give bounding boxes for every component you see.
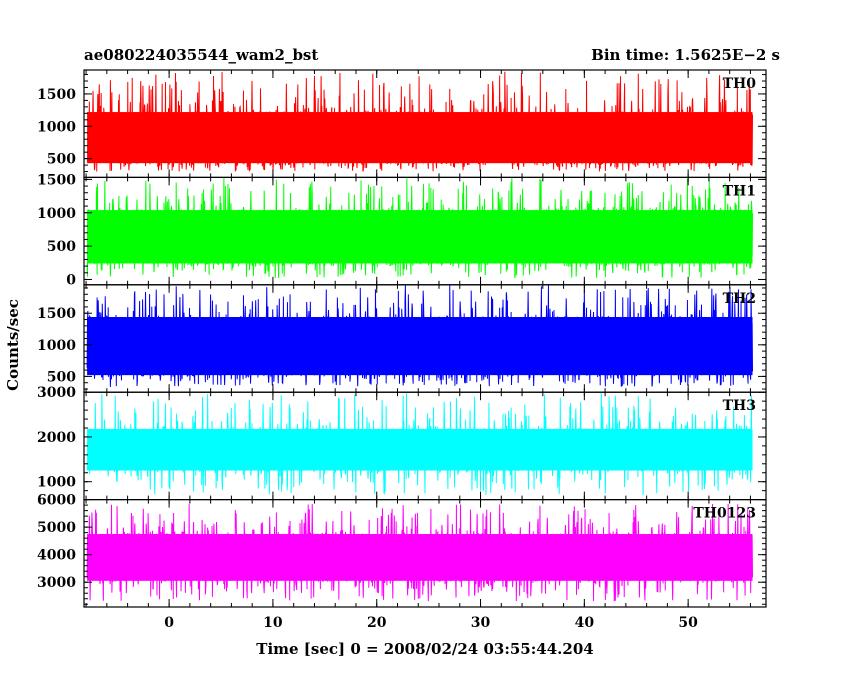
x-tick-label: 20 xyxy=(367,615,387,631)
panel-label-th0123: TH0123 xyxy=(693,506,756,522)
y-tick-label: 0 xyxy=(66,272,76,288)
panel-th3: 1000 2000 3000 TH3 xyxy=(37,385,767,501)
x-tick-label: 50 xyxy=(678,615,698,631)
y-tick-label: 1000 xyxy=(37,119,76,135)
bin-time-label: Bin time: 1.5625E−2 s xyxy=(591,46,780,64)
y-tick-label: 500 xyxy=(47,239,76,255)
panel-th0: 500 1000 1500 TH0 xyxy=(37,69,767,179)
y-tick-label: 1000 xyxy=(37,475,76,491)
y-tick-label: 3000 xyxy=(37,575,76,591)
y-tick-label: 5000 xyxy=(37,520,76,536)
x-tick-label: 0 xyxy=(164,615,174,631)
y-tick-label: 1500 xyxy=(37,87,76,103)
y-tick-label: 2000 xyxy=(37,430,76,446)
y-tick-label: 4000 xyxy=(37,548,76,564)
panel-th1: 0 500 1000 1500 TH1 xyxy=(37,172,767,288)
panel-th0123: 3000 4000 5000 6000 TH0123 xyxy=(37,493,767,608)
x-tick-label: 10 xyxy=(263,615,283,631)
y-tick-label: 6000 xyxy=(37,493,76,509)
x-axis: 0 10 20 30 40 50 xyxy=(164,615,698,631)
panels-group: 500 1000 1500 TH0 0 500 1000 1500 TH1 500 1000 1500… xyxy=(37,69,767,608)
y-axis-label: Counts/sec xyxy=(4,299,22,391)
y-tick-label: 1000 xyxy=(37,206,76,222)
series-th2-band xyxy=(87,317,753,376)
y-tick-label: 1000 xyxy=(37,338,76,354)
y-tick-label: 3000 xyxy=(37,385,76,401)
panel-label-th0: TH0 xyxy=(723,76,757,92)
y-tick-label: 500 xyxy=(47,152,76,168)
series-th3-band xyxy=(87,428,753,471)
chart-title: ae080224035544_wam2_bst xyxy=(84,46,318,64)
series-th0123-band xyxy=(87,534,753,581)
x-tick-label: 30 xyxy=(471,615,491,631)
panel-th2: 500 1000 1500 TH2 xyxy=(37,284,767,393)
panel-label-th2: TH2 xyxy=(723,291,756,307)
panel-frame xyxy=(83,499,767,608)
panel-label-th3: TH3 xyxy=(723,398,756,414)
y-tick-label: 500 xyxy=(47,369,76,385)
y-tick-label: 1500 xyxy=(37,306,76,322)
series-th0-band xyxy=(87,112,753,164)
x-axis-label: Time [sec] 0 = 2008/02/24 03:55:44.204 xyxy=(256,640,593,658)
x-tick-label: 40 xyxy=(575,615,595,631)
y-tick-label: 1500 xyxy=(37,172,76,188)
series-th1-band xyxy=(87,210,753,264)
panel-label-th1: TH1 xyxy=(723,183,756,199)
